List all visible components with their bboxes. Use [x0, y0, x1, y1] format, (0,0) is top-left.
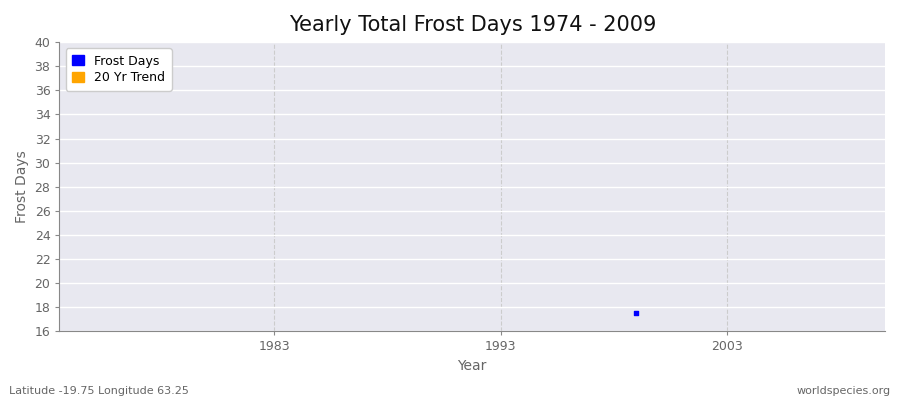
Text: Latitude -19.75 Longitude 63.25: Latitude -19.75 Longitude 63.25 [9, 386, 189, 396]
Point [64, 51, 78, 57]
Title: Yearly Total Frost Days 1974 - 2009: Yearly Total Frost Days 1974 - 2009 [289, 15, 656, 35]
X-axis label: Year: Year [457, 359, 487, 373]
Y-axis label: Frost Days: Frost Days [15, 150, 29, 223]
Legend: Frost Days, 20 Yr Trend: Frost Days, 20 Yr Trend [66, 48, 172, 91]
Text: worldspecies.org: worldspecies.org [796, 386, 891, 396]
Point [629, 310, 643, 316]
